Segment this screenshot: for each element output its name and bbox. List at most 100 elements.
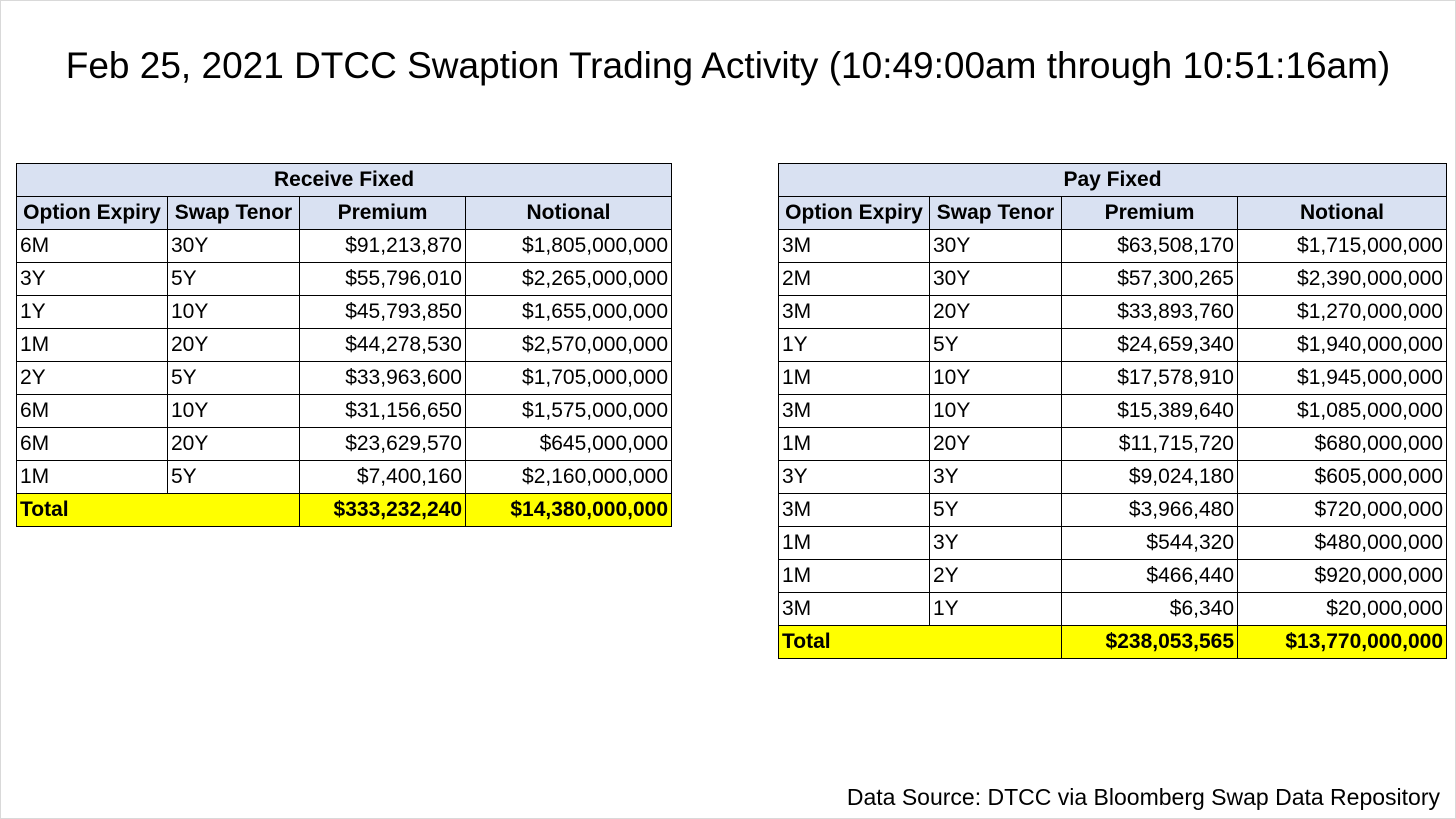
option-expiry-cell: 1Y [16,295,168,329]
premium-cell: $91,213,870 [299,229,466,263]
total-row: Total $238,053,565 $13,770,000,000 [778,625,1447,659]
table-row: 3M 20Y $33,893,760 $1,270,000,000 [778,295,1447,329]
notional-cell: $1,085,000,000 [1237,394,1447,428]
table-row: 1M 20Y $44,278,530 $2,570,000,000 [16,328,673,362]
total-label: Total [778,625,1062,659]
premium-cell: $63,508,170 [1061,229,1238,263]
premium-cell: $17,578,910 [1061,361,1238,395]
notional-cell: $480,000,000 [1237,526,1447,560]
column-header-premium: Premium [299,196,466,230]
notional-cell: $1,575,000,000 [464,394,673,428]
column-header-notional: Notional [1237,196,1447,230]
notional-cell: $2,570,000,000 [464,328,673,362]
swap-tenor-cell: 10Y [167,394,300,428]
option-expiry-cell: 3M [778,229,930,263]
column-header-premium: Premium [1061,196,1238,230]
swap-tenor-cell: 30Y [167,229,300,263]
notional-cell: $20,000,000 [1237,592,1447,626]
column-header-option-expiry: Option Expiry [16,196,168,230]
table-row: 1M 5Y $7,400,160 $2,160,000,000 [16,460,673,494]
notional-cell: $645,000,000 [464,427,673,461]
premium-cell: $3,966,480 [1061,493,1238,527]
swap-tenor-cell: 5Y [167,361,300,395]
premium-cell: $45,793,850 [299,295,466,329]
swap-tenor-cell: 5Y [929,493,1062,527]
premium-cell: $9,024,180 [1061,460,1238,494]
option-expiry-cell: 1M [16,328,168,362]
table-row: 1Y 10Y $45,793,850 $1,655,000,000 [16,295,673,329]
table-row: 1Y 5Y $24,659,340 $1,940,000,000 [778,328,1447,362]
notional-cell: $920,000,000 [1237,559,1447,593]
notional-cell: $1,945,000,000 [1237,361,1447,395]
notional-cell: $2,265,000,000 [464,262,673,296]
notional-cell: $1,805,000,000 [464,229,673,263]
swap-tenor-cell: 3Y [929,526,1062,560]
column-header-swap-tenor: Swap Tenor [929,196,1062,230]
total-notional: $14,380,000,000 [464,493,673,527]
table-row: 1M 10Y $17,578,910 $1,945,000,000 [778,361,1447,395]
notional-cell: $2,390,000,000 [1237,262,1447,296]
option-expiry-cell: 2Y [16,361,168,395]
total-premium: $333,232,240 [299,493,466,527]
total-premium: $238,053,565 [1061,625,1238,659]
premium-cell: $55,796,010 [299,262,466,296]
data-source-note: Data Source: DTCC via Bloomberg Swap Dat… [846,784,1440,810]
option-expiry-cell: 2M [778,262,930,296]
swap-tenor-cell: 1Y [929,592,1062,626]
swap-tenor-cell: 5Y [929,328,1062,362]
premium-cell: $544,320 [1061,526,1238,560]
swap-tenor-cell: 3Y [929,460,1062,494]
notional-cell: $680,000,000 [1237,427,1447,461]
notional-cell: $1,715,000,000 [1237,229,1447,263]
premium-cell: $7,400,160 [299,460,466,494]
table-row: 3Y 3Y $9,024,180 $605,000,000 [778,460,1447,494]
table-row: 6M 20Y $23,629,570 $645,000,000 [16,427,673,461]
option-expiry-cell: 3M [778,295,930,329]
total-notional: $13,770,000,000 [1237,625,1447,659]
table-row: 2M 30Y $57,300,265 $2,390,000,000 [778,262,1447,296]
swap-tenor-cell: 20Y [929,427,1062,461]
option-expiry-cell: 3Y [778,460,930,494]
option-expiry-cell: 3M [778,592,930,626]
premium-cell: $44,278,530 [299,328,466,362]
swap-tenor-cell: 10Y [167,295,300,329]
option-expiry-cell: 6M [16,394,168,428]
total-row: Total $333,232,240 $14,380,000,000 [16,493,673,527]
swap-tenor-cell: 5Y [167,460,300,494]
swap-tenor-cell: 5Y [167,262,300,296]
table-row: 1M 3Y $544,320 $480,000,000 [778,526,1447,560]
table-row: 3M 5Y $3,966,480 $720,000,000 [778,493,1447,527]
notional-cell: $605,000,000 [1237,460,1447,494]
option-expiry-cell: 3M [778,394,930,428]
option-expiry-cell: 6M [16,229,168,263]
receive-fixed-heading: Receive Fixed [15,163,673,197]
notional-cell: $1,705,000,000 [464,361,673,395]
table-row: 6M 30Y $91,213,870 $1,805,000,000 [16,229,673,263]
premium-cell: $33,963,600 [299,361,466,395]
notional-cell: $1,270,000,000 [1237,295,1447,329]
receive-fixed-table: Receive Fixed Option Expiry Swap Tenor P… [15,163,673,527]
column-header-option-expiry: Option Expiry [778,196,930,230]
table-row: 3M 1Y $6,340 $20,000,000 [778,592,1447,626]
option-expiry-cell: 1M [778,559,930,593]
option-expiry-cell: 1M [778,427,930,461]
table-row: 3Y 5Y $55,796,010 $2,265,000,000 [16,262,673,296]
swap-tenor-cell: 10Y [929,361,1062,395]
premium-cell: $23,629,570 [299,427,466,461]
premium-cell: $15,389,640 [1061,394,1238,428]
table-row: 1M 20Y $11,715,720 $680,000,000 [778,427,1447,461]
swap-tenor-cell: 10Y [929,394,1062,428]
pay-fixed-table: Pay Fixed Option Expiry Swap Tenor Premi… [778,163,1447,659]
column-header-swap-tenor: Swap Tenor [167,196,300,230]
table-row: 6M 10Y $31,156,650 $1,575,000,000 [16,394,673,428]
option-expiry-cell: 1M [16,460,168,494]
page-title: Feb 25, 2021 DTCC Swaption Trading Activ… [65,45,1391,86]
pay-fixed-heading: Pay Fixed [778,163,1447,197]
premium-cell: $57,300,265 [1061,262,1238,296]
option-expiry-cell: 3Y [16,262,168,296]
option-expiry-cell: 3M [778,493,930,527]
swap-tenor-cell: 20Y [167,328,300,362]
notional-cell: $720,000,000 [1237,493,1447,527]
premium-cell: $24,659,340 [1061,328,1238,362]
premium-cell: $11,715,720 [1061,427,1238,461]
